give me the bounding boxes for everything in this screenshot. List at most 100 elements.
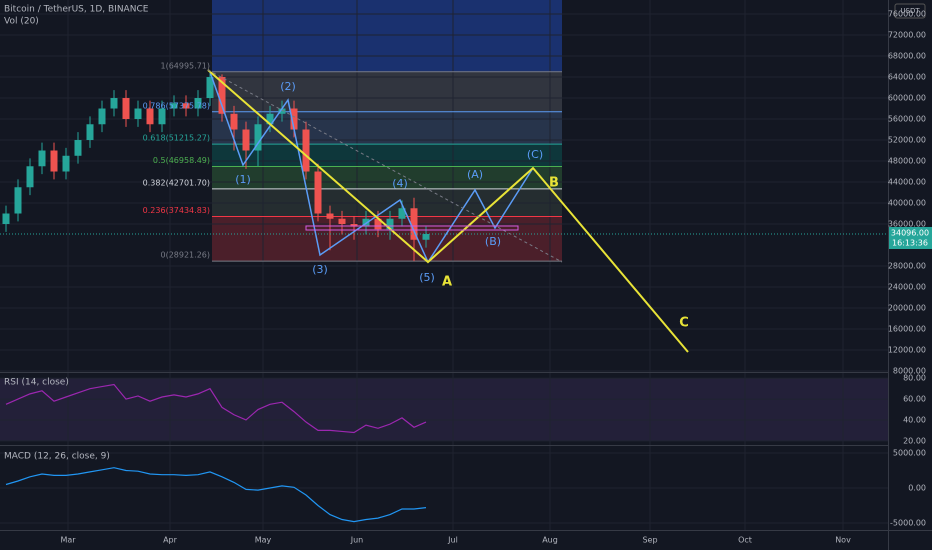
projection-label: B bbox=[549, 176, 559, 191]
candle-body bbox=[50, 150, 58, 172]
price-tag bbox=[889, 227, 932, 250]
candle-body bbox=[350, 224, 358, 227]
y-tick-label: 80.00 bbox=[903, 374, 926, 383]
y-tick-label: 12000.00 bbox=[888, 346, 926, 355]
candle-body bbox=[38, 150, 46, 167]
candle-body bbox=[374, 218, 382, 230]
candle-body bbox=[422, 234, 430, 240]
y-tick-label: 5000.00 bbox=[893, 449, 926, 458]
candle-body bbox=[290, 108, 298, 130]
y-tick-label: 72000.00 bbox=[888, 31, 926, 40]
wave-line bbox=[209, 71, 534, 264]
y-tick-label: 60000.00 bbox=[888, 94, 926, 103]
x-tick-label: Oct bbox=[738, 536, 752, 545]
y-tick-label: 0.00 bbox=[908, 484, 926, 493]
candle-body bbox=[26, 166, 34, 188]
x-tick-label: Apr bbox=[163, 536, 178, 545]
last-price: 34096.00 bbox=[891, 229, 929, 238]
y-tick-label: 20000.00 bbox=[888, 304, 926, 313]
x-tick-label: Mar bbox=[60, 536, 76, 545]
y-tick-label: 52000.00 bbox=[888, 136, 926, 145]
candle-body bbox=[98, 108, 106, 125]
x-tick-label: Sep bbox=[642, 536, 657, 545]
projection-label: A bbox=[442, 275, 452, 290]
candle-body bbox=[134, 108, 142, 120]
wave-label: (1) bbox=[235, 173, 251, 186]
wave-label: (5) bbox=[419, 271, 435, 284]
candle-body bbox=[110, 98, 118, 109]
grid bbox=[0, 0, 888, 530]
candle-body bbox=[338, 218, 346, 225]
y-tick-label: 64000.00 bbox=[888, 73, 926, 82]
candle-body bbox=[326, 213, 334, 219]
y-tick-label: 44000.00 bbox=[888, 178, 926, 187]
candle-body bbox=[278, 108, 286, 114]
countdown: 16:13:36 bbox=[892, 239, 928, 248]
wave-label: (4) bbox=[392, 177, 408, 190]
rsi-line bbox=[5, 383, 427, 434]
candle-body bbox=[314, 171, 322, 214]
candle-body bbox=[2, 213, 10, 225]
marks bbox=[0, 71, 888, 523]
candle-body bbox=[74, 140, 82, 156]
wave-label: (2) bbox=[280, 80, 296, 93]
candle-body bbox=[398, 208, 406, 219]
candle-body bbox=[182, 103, 190, 109]
y-tick-label: 8000.00 bbox=[893, 367, 926, 376]
candle-body bbox=[230, 113, 238, 130]
y-tick-label: 36000.00 bbox=[888, 220, 926, 229]
candle-body bbox=[206, 77, 214, 99]
candle-body bbox=[386, 218, 394, 230]
y-tick-label: 20.00 bbox=[903, 436, 926, 445]
y-tick-label: 60.00 bbox=[903, 395, 926, 404]
labels: Mar Apr May Jun Jul Aug Sep Oct Nov 76000.00 72000… bbox=[60, 10, 932, 545]
fib-zone bbox=[212, 71, 562, 112]
y-tick-label: 28000.00 bbox=[888, 262, 926, 271]
range-box bbox=[305, 225, 519, 231]
wave-label: (3) bbox=[312, 263, 328, 276]
y-tick-label: 40000.00 bbox=[888, 199, 926, 208]
fib-label: 0.382(42701.70) bbox=[143, 178, 210, 187]
candle-body bbox=[86, 124, 94, 141]
fib-label: 0.618(51215.27) bbox=[143, 134, 210, 143]
x-tick-label: Aug bbox=[542, 536, 558, 545]
rsi-band bbox=[0, 378, 888, 441]
fib-zone bbox=[212, 166, 562, 189]
wave-label: (C) bbox=[527, 148, 543, 161]
fib-label: 0(28921.26) bbox=[160, 251, 210, 260]
fib-label: 1(64995.71) bbox=[160, 61, 210, 70]
y-tick-label: 48000.00 bbox=[888, 157, 926, 166]
x-tick-label: Jun bbox=[350, 536, 364, 545]
fib-label: 0.236(37434.83) bbox=[143, 206, 210, 215]
y-tick-label: -5000.00 bbox=[890, 519, 926, 528]
candle-body bbox=[170, 103, 178, 109]
candle-body bbox=[14, 187, 22, 214]
candle-body bbox=[62, 155, 70, 172]
rsi-label: RSI (14, close) bbox=[4, 378, 69, 388]
fib-label: 0.5(46958.49) bbox=[153, 156, 210, 165]
volume-label: Vol (20) bbox=[4, 17, 39, 27]
y-tick-label: 68000.00 bbox=[888, 52, 926, 61]
fib-extension bbox=[212, 0, 562, 72]
candle-body bbox=[266, 113, 274, 125]
fib-trend bbox=[207, 69, 563, 263]
y-tick-label: 76000.00 bbox=[888, 10, 926, 19]
macd-label: MACD (12, 26, close, 9) bbox=[4, 452, 110, 462]
x-tick-label: May bbox=[255, 536, 272, 545]
x-tick-label: Nov bbox=[835, 536, 851, 545]
candle-body bbox=[302, 129, 310, 172]
wave-label: (B) bbox=[485, 235, 501, 248]
fib-zone bbox=[212, 111, 562, 145]
candle-body bbox=[194, 98, 202, 109]
candle-body bbox=[242, 129, 250, 151]
macd-line bbox=[5, 467, 427, 523]
wave-label: (A) bbox=[467, 168, 483, 181]
y-tick-label: 56000.00 bbox=[888, 115, 926, 124]
candle-body bbox=[122, 98, 130, 120]
currency: USDT bbox=[900, 7, 920, 15]
y-tick-label: 24000.00 bbox=[888, 283, 926, 292]
candle-body bbox=[146, 108, 154, 125]
y-tick-label: 16000.00 bbox=[888, 325, 926, 334]
